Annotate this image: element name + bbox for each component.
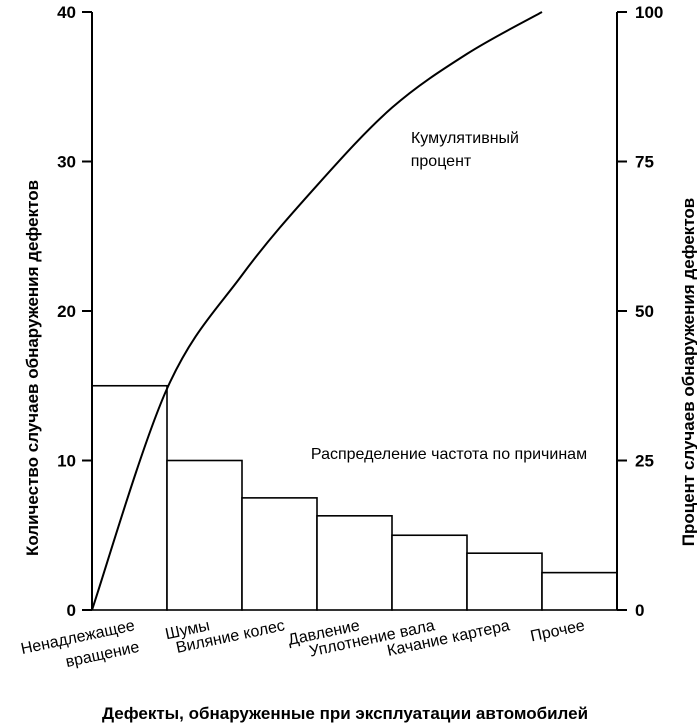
right-y-ticks: 0 25 50 75 100 bbox=[617, 3, 663, 620]
cumulative-annotation-line2: процент bbox=[411, 153, 472, 170]
cumulative-percent-curve bbox=[91, 11, 543, 611]
x-axis-title: Дефекты, обнаруженные при эксплуатации а… bbox=[102, 704, 588, 723]
right-y-axis-title: Процент случаев обнаружения дефектов bbox=[679, 198, 697, 547]
left-y-ticks: 0 10 20 30 40 bbox=[57, 3, 92, 620]
right-tick-label-3: 75 bbox=[635, 153, 654, 172]
right-tick-label-1: 25 bbox=[635, 452, 654, 471]
bar-4 bbox=[391, 534, 468, 611]
right-tick-label-2: 50 bbox=[635, 302, 654, 321]
bar-6 bbox=[541, 571, 618, 611]
bar-1 bbox=[166, 459, 243, 611]
cumulative-annotation-line1: Кумулятивный bbox=[411, 130, 519, 147]
right-tick-label-0: 0 bbox=[635, 601, 644, 620]
right-tick-label-4: 100 bbox=[635, 3, 663, 22]
left-tick-label-4: 40 bbox=[57, 3, 76, 22]
bar-2 bbox=[241, 497, 318, 611]
category-label-line: Прочее bbox=[529, 617, 587, 645]
left-tick-label-2: 20 bbox=[57, 302, 76, 321]
distribution-annotation: Распределение частота по причинам bbox=[311, 446, 587, 463]
left-tick-label-3: 30 bbox=[57, 153, 76, 172]
left-tick-label-1: 10 bbox=[57, 452, 76, 471]
bar-3 bbox=[316, 515, 393, 611]
left-tick-label-0: 0 bbox=[67, 601, 76, 620]
bars-group bbox=[91, 384, 618, 611]
left-y-axis-title: Количество случаев обнаружения дефектов bbox=[23, 180, 42, 556]
category-label-6: Прочее bbox=[529, 617, 587, 645]
bar-5 bbox=[466, 552, 543, 611]
